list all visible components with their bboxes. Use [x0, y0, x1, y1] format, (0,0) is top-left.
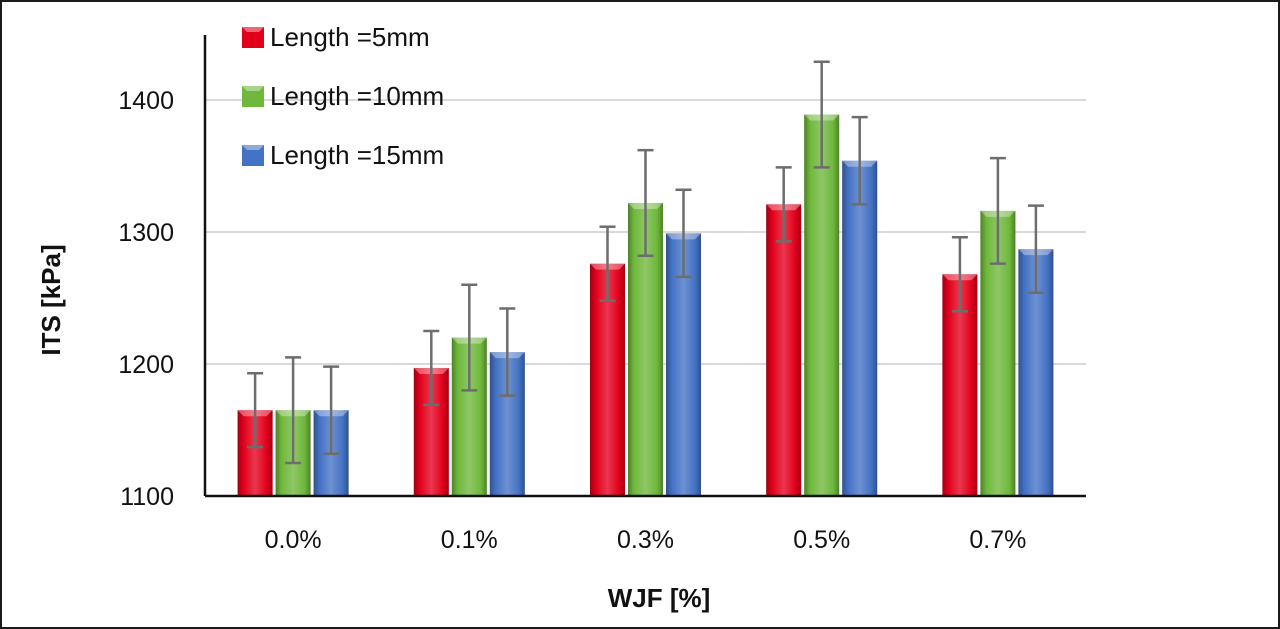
legend-swatch-bevel — [242, 27, 264, 32]
bar-bevel-left — [237, 410, 244, 496]
bar-bevel-left — [842, 160, 849, 496]
bar-bevel-right — [480, 337, 487, 496]
error-bars — [247, 60, 1044, 465]
bar-shine — [243, 410, 267, 496]
tick-labels: 1100 1200 1300 1400 0.0% 0.1% 0.3% 0.5% 0.7% — [118, 87, 1026, 554]
bar-bevel-left — [313, 410, 320, 496]
bar-shine — [810, 114, 834, 497]
bar-shine — [419, 367, 443, 496]
error-bar — [599, 225, 616, 302]
bar-bevel-right — [795, 204, 802, 496]
bar-shine — [672, 233, 695, 496]
bar-bevel-left — [451, 337, 458, 496]
y-tick-label: 1300 — [118, 219, 174, 247]
bar-bevel-right — [657, 202, 663, 496]
legend-entry: Length =15mm — [242, 140, 444, 170]
bar-bevel-left — [590, 263, 596, 496]
bar-bevel-left — [980, 210, 987, 496]
bar-bevel-left — [942, 274, 949, 496]
x-tick-label: 0.1% — [441, 526, 498, 554]
legend-entry: Length =10mm — [242, 81, 444, 111]
bar-bevel-right — [342, 410, 349, 496]
bar-bevel-right — [833, 114, 840, 497]
bar-bevel-left — [1018, 249, 1025, 496]
bar-bevel-right — [1047, 249, 1054, 496]
bar-shine — [848, 160, 872, 496]
error-bar — [247, 371, 264, 449]
legend-entry: Length =5mm — [242, 22, 430, 52]
bar-shine — [948, 274, 972, 496]
bar-shine — [634, 202, 657, 496]
bar-bevel-left — [413, 367, 420, 496]
error-bar — [1027, 204, 1044, 294]
bar-bevel-right — [871, 160, 878, 496]
legend-swatch — [242, 86, 264, 107]
bar-bevel-right — [442, 367, 449, 496]
y-tick-label: 1100 — [120, 483, 174, 511]
error-bar — [775, 166, 792, 243]
bar-shine — [457, 337, 481, 496]
error-bar — [499, 307, 516, 397]
bar-bevel-right — [304, 410, 311, 496]
bar — [628, 202, 663, 496]
bar-shine — [986, 210, 1010, 496]
y-axis-title: ITS [kPa] — [36, 244, 66, 355]
bar — [590, 263, 625, 496]
y-tick-label: 1200 — [118, 351, 174, 379]
bar-bevel-right — [619, 263, 625, 496]
bar-bevel-left — [666, 233, 672, 496]
bar-bevel-left — [275, 410, 282, 496]
bar — [842, 160, 878, 496]
bar-bevel-right — [971, 274, 978, 496]
legend-label: Length =10mm — [270, 81, 444, 111]
bar-bevel-right — [1009, 210, 1016, 496]
bar-bevel-left — [489, 352, 496, 496]
error-bar — [989, 156, 1006, 265]
bar — [413, 367, 449, 496]
legend-swatch — [242, 145, 264, 166]
bar — [766, 204, 802, 496]
x-tick-label: 0.3% — [617, 526, 674, 554]
bar-bevel-right — [695, 233, 701, 496]
error-bar — [951, 236, 968, 313]
y-tick-label: 1400 — [118, 87, 174, 115]
bar-bevel-right — [266, 410, 273, 496]
bar-shine — [495, 352, 519, 496]
error-bar — [461, 283, 478, 392]
error-bar — [285, 356, 302, 465]
error-bar — [813, 60, 830, 169]
legend-label: Length =15mm — [270, 140, 444, 170]
bar-bevel-left — [804, 114, 811, 497]
bar-bevel-right — [518, 352, 525, 496]
error-bar — [323, 365, 340, 456]
error-bar — [637, 148, 654, 258]
x-tick-label: 0.0% — [265, 526, 322, 554]
bar-shine — [596, 263, 619, 496]
x-tick-label: 0.7% — [969, 526, 1026, 554]
bar-bevel-left — [628, 202, 634, 496]
bar-shine — [1024, 249, 1048, 496]
legend-swatch-bevel — [242, 145, 264, 150]
error-bar — [675, 188, 692, 279]
legend-swatch — [242, 27, 264, 48]
x-tick-label: 0.5% — [793, 526, 850, 554]
error-bar — [851, 115, 868, 206]
x-axis-title: WJF [%] — [608, 583, 711, 613]
error-bar — [423, 329, 440, 407]
bar-bevel-left — [766, 204, 773, 496]
bar — [804, 114, 840, 497]
legend: Length =5mm Length =10mm Length =15mm — [242, 22, 444, 170]
legend-label: Length =5mm — [270, 22, 430, 52]
bar-shine — [772, 204, 796, 496]
axes — [203, 35, 1086, 498]
legend-swatch-bevel — [242, 86, 264, 91]
